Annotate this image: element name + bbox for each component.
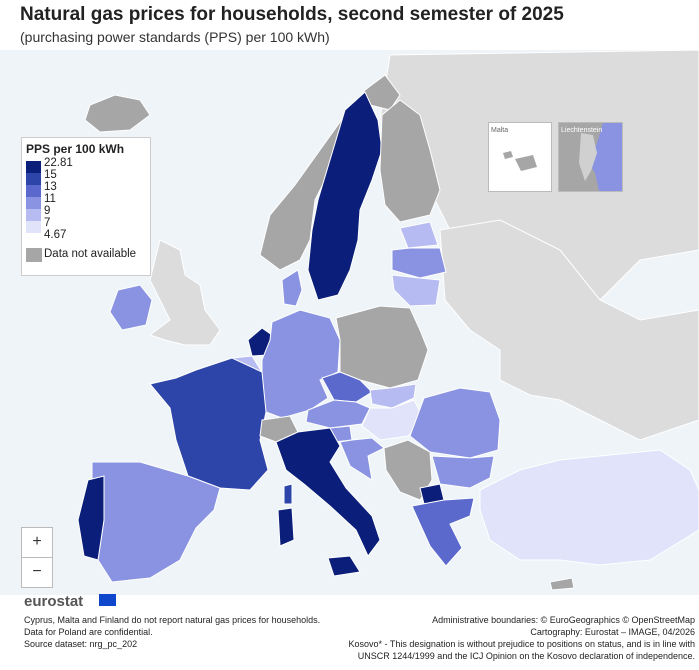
map-subtitle: (purchasing power standards (PPS) per 10… (20, 29, 330, 45)
region-romania[interactable] (409, 387, 501, 459)
region-poland[interactable] (335, 305, 429, 389)
legend-swatch-3 (26, 185, 41, 197)
region-estonia[interactable] (399, 221, 439, 249)
legend-break-label: 7 (44, 217, 51, 229)
legend-swatch-2 (26, 173, 41, 185)
region-italy[interactable] (275, 427, 381, 557)
map-title: Natural gas prices for households, secon… (20, 4, 564, 25)
legend-swatch-4 (26, 197, 41, 209)
footnote-right-2: Cartography: Eurostat – IMAGE, 04/2026 (530, 627, 695, 637)
legend-break-label: 13 (44, 181, 57, 193)
legend-swatch-6 (26, 221, 41, 233)
legend-swatch-na (26, 248, 42, 262)
legend-na-label: Data not available (44, 248, 137, 260)
zoom-out-button[interactable]: − (21, 557, 53, 588)
legend-break-label: 4.67 (44, 229, 67, 241)
inset-malta[interactable]: Malta (488, 122, 552, 192)
region-bulgaria[interactable] (431, 455, 495, 489)
region-denmark[interactable] (281, 269, 303, 307)
legend-break-label: 15 (44, 169, 57, 181)
footnote-right-4: UNSCR 1244/1999 and the ICJ Opinion on t… (357, 651, 695, 661)
region-portugal[interactable] (77, 475, 105, 561)
footnote-right-3: Kosovo* - This designation is without pr… (348, 639, 695, 649)
region-finland[interactable] (379, 99, 441, 223)
region-slovakia[interactable] (369, 383, 417, 409)
region-cyprus[interactable] (549, 577, 575, 591)
region-lithuania[interactable] (391, 274, 441, 307)
zoom-in-button[interactable]: + (21, 527, 53, 558)
inset-liechtenstein-label: Liechtenstein (561, 127, 603, 134)
region-sicily[interactable] (327, 555, 361, 577)
legend-swatch-1 (26, 161, 41, 173)
region-croatia[interactable] (339, 437, 385, 482)
footnote-left-2: Data for Poland are confidential. (24, 627, 153, 637)
region-greece[interactable] (411, 497, 475, 567)
region-sardinia[interactable] (277, 507, 295, 547)
legend-break-label: 11 (44, 193, 56, 205)
region-germany[interactable] (261, 309, 341, 419)
eu-flag-icon (99, 594, 116, 606)
footnote-left-1: Cyprus, Malta and Finland do not report … (24, 615, 321, 625)
region-uk (148, 239, 221, 346)
legend-title: PPS per 100 kWh (26, 142, 125, 156)
region-sweden[interactable] (307, 91, 383, 301)
malta-shape-icon (503, 151, 537, 171)
region-corsica[interactable] (283, 483, 293, 505)
footnote-left-3: Source dataset: nrg_pc_202 (24, 639, 138, 649)
footnote-right-1: Administrative boundaries: © EuroGeograp… (432, 615, 695, 625)
region-latvia[interactable] (391, 247, 447, 279)
legend-break-label: 22.81 (44, 157, 73, 169)
map-legend: PPS per 100 kWh 22.81 15 13 11 9 7 4.67 … (21, 137, 151, 276)
legend-swatch-5 (26, 209, 41, 221)
region-france[interactable] (149, 357, 269, 491)
inset-malta-label: Malta (491, 127, 509, 134)
region-belarus-ukraine (439, 219, 699, 441)
region-ireland[interactable] (109, 284, 153, 331)
legend-break-label: 9 (44, 205, 51, 217)
region-turkey (479, 449, 699, 566)
eurostat-logo: eurostat (24, 593, 84, 610)
inset-liechtenstein[interactable]: Liechtenstein (558, 122, 623, 192)
region-iceland (84, 94, 151, 133)
liechtenstein-shape-icon (579, 123, 622, 191)
